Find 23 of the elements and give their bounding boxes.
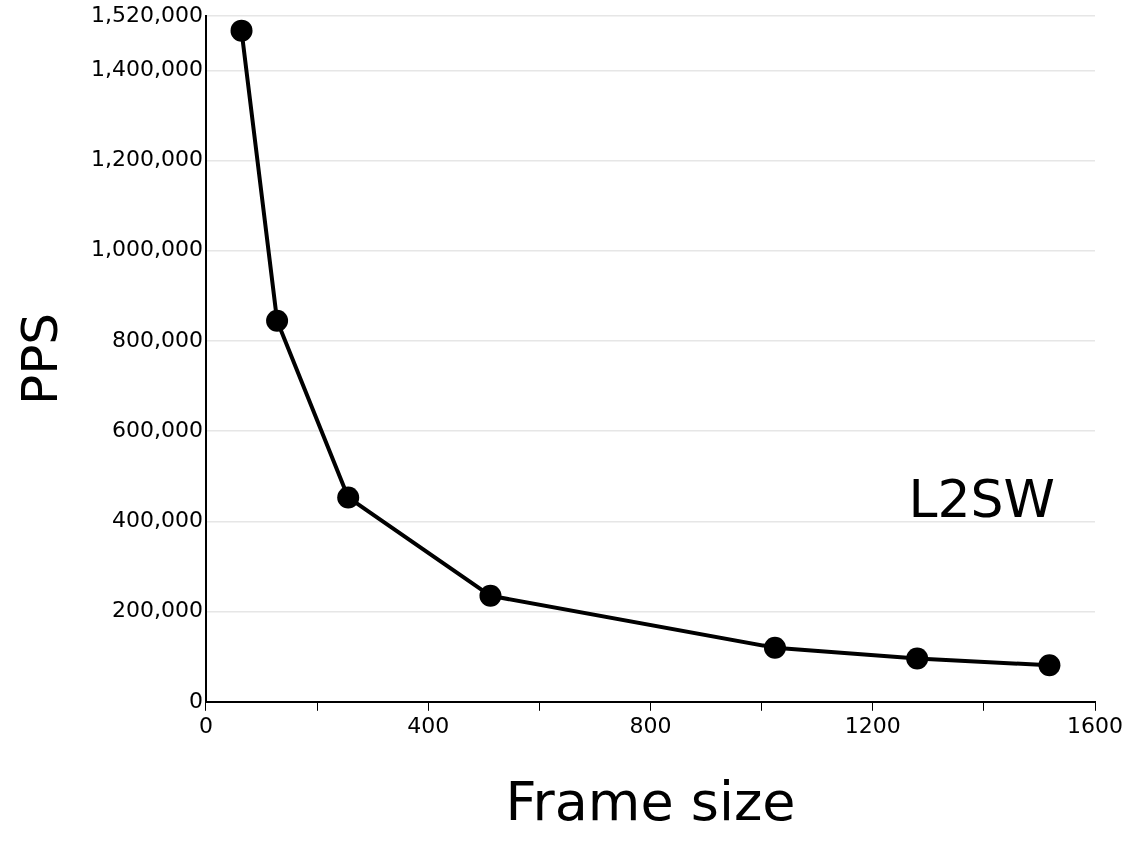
y-axis-title: PPS <box>10 312 69 406</box>
x-tick-label: 800 <box>629 712 672 738</box>
x-axis-title: Frame size <box>505 769 796 833</box>
y-tick-label: 800,000 <box>111 326 203 352</box>
y-tick-label: 1,400,000 <box>91 56 203 82</box>
annotation: L2SW <box>908 468 1055 529</box>
y-tick-label: 0 <box>188 687 203 713</box>
point <box>479 584 502 607</box>
point <box>906 647 929 670</box>
point <box>266 309 289 332</box>
point <box>230 19 253 42</box>
y-tick-label: 1,000,000 <box>91 236 203 262</box>
x-tick-label: 400 <box>407 712 450 738</box>
y-tick-label: 200,000 <box>111 597 203 623</box>
y-tick-label: 1,520,000 <box>91 1 203 27</box>
y-tick-label: 1,200,000 <box>91 146 203 172</box>
point <box>763 636 786 659</box>
y-tick-label: 600,000 <box>111 416 203 442</box>
x-tick-label: 1200 <box>844 712 901 738</box>
y-tick-label: 400,000 <box>111 507 203 533</box>
point <box>1038 654 1061 677</box>
point <box>337 486 360 509</box>
x-tick-label: 1600 <box>1067 712 1123 738</box>
